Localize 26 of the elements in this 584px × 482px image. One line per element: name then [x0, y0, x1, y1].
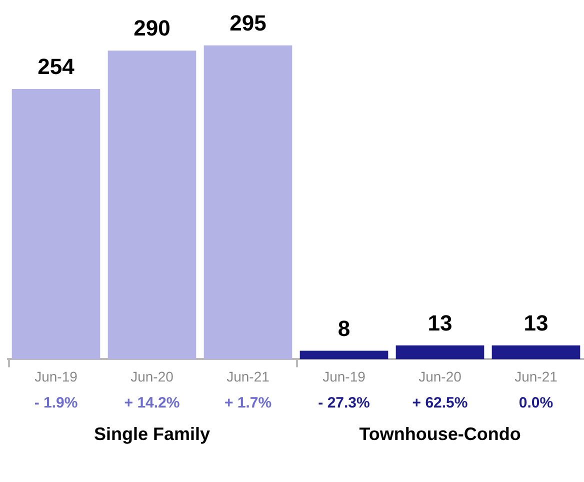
bar [108, 50, 196, 360]
bar [492, 345, 580, 360]
text: Single Family [94, 424, 210, 444]
x-tick-label: Jun-19 [322, 368, 366, 384]
data-label: 13 [524, 310, 548, 336]
text: + 62.5% [412, 394, 468, 412]
text: - 27.3% [318, 394, 370, 412]
x-tick-label: Jun-21 [514, 368, 558, 384]
text: + 1.7% [224, 394, 272, 412]
data-label: 295 [230, 10, 266, 36]
x-tick-label: Jun-20 [418, 368, 462, 384]
text: + 14.2% [124, 394, 180, 412]
bar [204, 45, 292, 360]
bar [300, 350, 388, 360]
data-label: 13 [428, 310, 452, 336]
data-label: 254 [38, 54, 76, 80]
x-tick-label: Jun-21 [226, 368, 270, 384]
text: 0.0% [518, 394, 554, 412]
text: - 1.9% [34, 394, 78, 412]
x-tick-label: Jun-20 [130, 368, 174, 384]
bar [12, 88, 100, 360]
data-label: 8 [338, 316, 350, 341]
bar [396, 345, 484, 360]
text: Townhouse-Condo [359, 424, 521, 444]
x-tick-label: Jun-19 [34, 368, 78, 384]
data-label: 290 [134, 16, 170, 41]
